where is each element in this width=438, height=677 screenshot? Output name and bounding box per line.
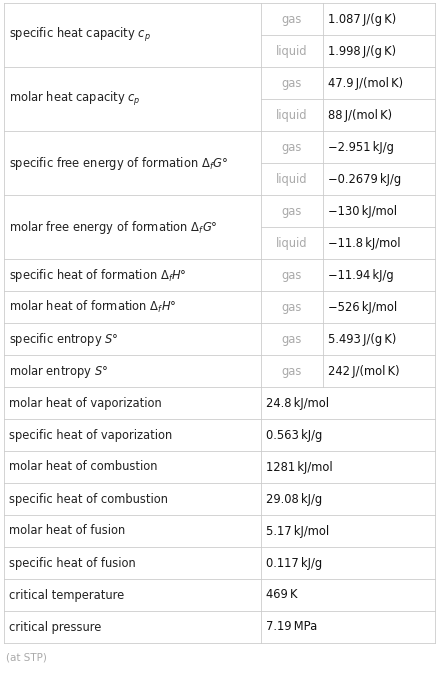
Text: gas: gas xyxy=(281,77,301,89)
Text: gas: gas xyxy=(281,141,301,154)
Text: critical pressure: critical pressure xyxy=(9,621,101,634)
Text: molar heat of formation $\Delta_f H°$: molar heat of formation $\Delta_f H°$ xyxy=(9,299,176,315)
Text: molar heat of fusion: molar heat of fusion xyxy=(9,525,125,538)
Text: gas: gas xyxy=(281,364,301,378)
Text: liquid: liquid xyxy=(276,173,307,185)
Text: gas: gas xyxy=(281,269,301,282)
Text: molar entropy $S°$: molar entropy $S°$ xyxy=(9,362,108,380)
Text: specific heat capacity $c_p$: specific heat capacity $c_p$ xyxy=(9,26,151,44)
Text: liquid: liquid xyxy=(276,108,307,121)
Text: gas: gas xyxy=(281,12,301,26)
Text: −11.94 kJ/g: −11.94 kJ/g xyxy=(327,269,392,282)
Text: 0.563 kJ/g: 0.563 kJ/g xyxy=(265,429,322,441)
Text: gas: gas xyxy=(281,204,301,217)
Text: specific entropy $S°$: specific entropy $S°$ xyxy=(9,330,118,347)
Text: (at STP): (at STP) xyxy=(6,652,47,662)
Text: specific heat of fusion: specific heat of fusion xyxy=(9,556,135,569)
Text: −130 kJ/mol: −130 kJ/mol xyxy=(327,204,396,217)
Text: gas: gas xyxy=(281,332,301,345)
Text: 47.9 J/(mol K): 47.9 J/(mol K) xyxy=(327,77,402,89)
Text: critical temperature: critical temperature xyxy=(9,588,124,601)
Text: 469 K: 469 K xyxy=(265,588,297,601)
Text: liquid: liquid xyxy=(276,236,307,250)
Text: molar heat capacity $c_p$: molar heat capacity $c_p$ xyxy=(9,90,140,108)
Text: 29.08 kJ/g: 29.08 kJ/g xyxy=(265,492,321,506)
Text: liquid: liquid xyxy=(276,45,307,58)
Text: 1281 kJ/mol: 1281 kJ/mol xyxy=(265,460,332,473)
Text: molar heat of vaporization: molar heat of vaporization xyxy=(9,397,161,410)
Text: 5.493 J/(g K): 5.493 J/(g K) xyxy=(327,332,395,345)
Text: specific heat of formation $\Delta_f H°$: specific heat of formation $\Delta_f H°$ xyxy=(9,267,186,284)
Text: −0.2679 kJ/g: −0.2679 kJ/g xyxy=(327,173,400,185)
Text: specific free energy of formation $\Delta_f G°$: specific free energy of formation $\Delt… xyxy=(9,154,227,171)
Text: 24.8 kJ/mol: 24.8 kJ/mol xyxy=(265,397,328,410)
Text: specific heat of combustion: specific heat of combustion xyxy=(9,492,168,506)
Text: 7.19 MPa: 7.19 MPa xyxy=(265,621,317,634)
Text: 1.087 J/(g K): 1.087 J/(g K) xyxy=(327,12,395,26)
Text: 1.998 J/(g K): 1.998 J/(g K) xyxy=(327,45,395,58)
Text: specific heat of vaporization: specific heat of vaporization xyxy=(9,429,172,441)
Text: 0.117 kJ/g: 0.117 kJ/g xyxy=(265,556,321,569)
Text: −11.8 kJ/mol: −11.8 kJ/mol xyxy=(327,236,399,250)
Text: 242 J/(mol K): 242 J/(mol K) xyxy=(327,364,399,378)
Text: −2.951 kJ/g: −2.951 kJ/g xyxy=(327,141,392,154)
Text: 88 J/(mol K): 88 J/(mol K) xyxy=(327,108,391,121)
Text: molar heat of combustion: molar heat of combustion xyxy=(9,460,157,473)
Text: molar free energy of formation $\Delta_f G°$: molar free energy of formation $\Delta_f… xyxy=(9,219,217,236)
Text: 5.17 kJ/mol: 5.17 kJ/mol xyxy=(265,525,328,538)
Text: −526 kJ/mol: −526 kJ/mol xyxy=(327,301,396,313)
Text: gas: gas xyxy=(281,301,301,313)
